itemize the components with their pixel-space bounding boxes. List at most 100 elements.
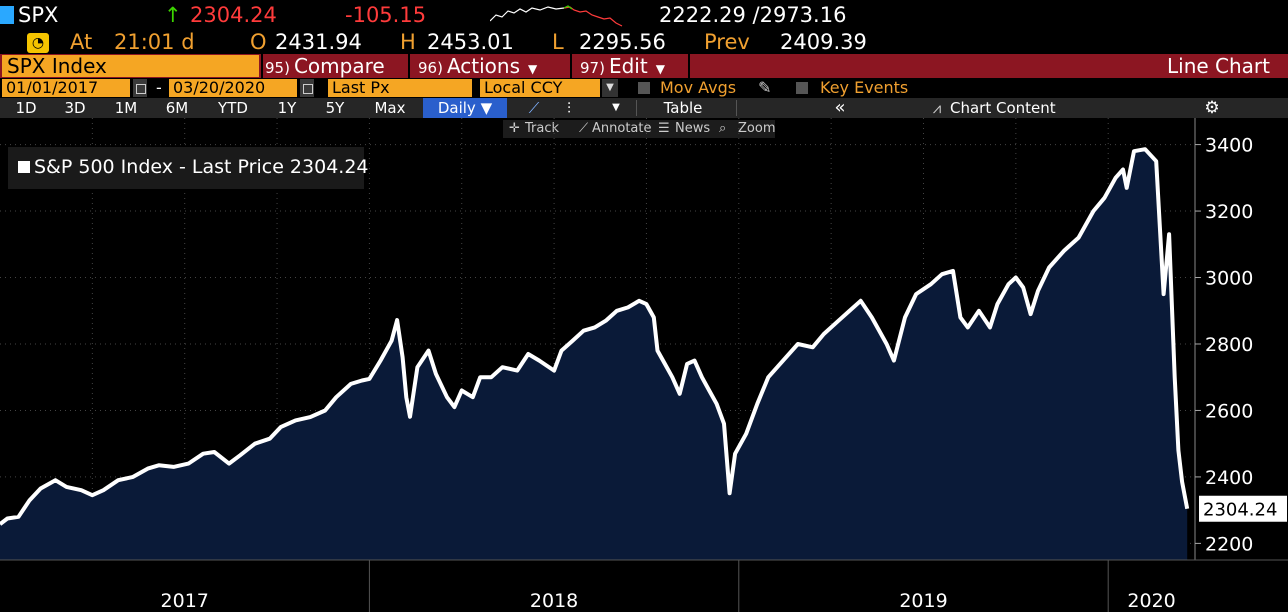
intraday-sparkline (490, 5, 623, 27)
currency-select[interactable]: Local CCY (480, 79, 600, 97)
annotate-button[interactable]: Annotate (592, 121, 652, 136)
price-chart[interactable]: 2200 2400 2600 2800 3000 3200 3400 2304.24 2017… (0, 118, 1288, 612)
track-icon[interactable]: ✛ (509, 121, 520, 136)
open-label: O (250, 30, 267, 54)
y-tick-label: 2600 (1205, 400, 1253, 422)
y-tick-label: 3000 (1205, 268, 1253, 290)
high-label: H (400, 30, 416, 54)
actions-dropdown-icon: ▼ (528, 62, 538, 76)
key-events-checkbox[interactable] (796, 82, 808, 94)
chart-type-label: Line Chart (1167, 54, 1270, 78)
menu-separator (570, 54, 572, 78)
y-axis: 2200 2400 2600 2800 3000 3200 3400 2304.24 (1194, 118, 1287, 560)
y-tick-label: 3400 (1205, 135, 1253, 157)
period-max-button[interactable]: Max (374, 99, 406, 117)
x-tick-label: 2020 (1127, 590, 1175, 612)
mov-avgs-checkbox[interactable] (638, 82, 650, 94)
open-value: 2431.94 (275, 30, 362, 54)
chart-content-button[interactable]: Chart Content (950, 99, 1056, 117)
legend-swatch (18, 161, 30, 173)
y-tick-label: 2400 (1205, 467, 1253, 489)
chart-style-dropdown-icon[interactable]: ▼ (612, 102, 620, 113)
low-label: L (552, 30, 564, 54)
edit-number: 97) (580, 59, 605, 77)
chart-legend[interactable]: S&P 500 Index - Last Price 2304.24 (8, 147, 369, 189)
high-value: 2453.01 (427, 30, 514, 54)
toolbar-separator (636, 100, 637, 116)
start-date-field[interactable]: 01/01/2017 (2, 79, 130, 97)
actions-menu[interactable]: 96) Actions ▼ (418, 54, 537, 78)
ohlc-row: ◔ At 21:01 d O 2431.94 H 2453.01 L 2295.… (0, 30, 1288, 55)
y-tick-label: 2200 (1205, 533, 1253, 555)
last-value-label: 2304.24 (1203, 500, 1277, 521)
news-button[interactable]: News (675, 121, 711, 136)
period-1m-button[interactable]: 1M (114, 99, 138, 117)
chart-content-icon: ⩘ (932, 99, 942, 117)
day-range: 2222.29 /2973.16 (659, 3, 847, 27)
chart-subtoolbar: ✛ Track ⟋ Annotate ☰ News ⌕ Zoom (503, 120, 775, 138)
menu-bar: SPX Index 95) Compare 96) Actions ▼ 97) Edit… (0, 54, 1288, 78)
edit-label: Edit (608, 54, 648, 78)
line-chart-icon[interactable]: ⟋ (528, 99, 540, 117)
chart-series (0, 147, 1190, 560)
edit-menu[interactable]: 97) Edit ▼ (580, 54, 665, 78)
period-1d-button[interactable]: 1D (15, 99, 37, 117)
legend-label: S&P 500 Index - Last Price 2304.24 (34, 156, 369, 178)
quote-header: SPX ↑ 2304.24 -105.15 2222.29 /2973.16 (0, 0, 1288, 30)
compare-number: 95) (265, 59, 290, 77)
net-change: -105.15 (345, 3, 427, 27)
series-line (0, 147, 1190, 526)
track-button[interactable]: Track (525, 121, 560, 136)
toolbar-separator (736, 100, 737, 116)
table-button[interactable]: Table (663, 99, 703, 117)
gear-icon[interactable]: ⚙ (1204, 98, 1220, 118)
last-value-box (1199, 495, 1287, 522)
candle-chart-icon[interactable]: ⫶ (567, 99, 571, 117)
x-tick-label: 2017 (161, 590, 209, 612)
security-field[interactable]: SPX Index (2, 55, 259, 77)
at-label: At (70, 30, 93, 54)
last-price: 2304.24 (190, 3, 277, 27)
compare-menu[interactable]: 95) Compare (265, 54, 385, 78)
gauge-icon[interactable]: ◔ (27, 33, 49, 53)
menu-separator (688, 54, 690, 78)
period-ytd-button[interactable]: YTD (218, 99, 248, 117)
prev-value: 2409.39 (780, 30, 867, 54)
field-select[interactable]: Last Px (328, 79, 472, 97)
zoom-button[interactable]: Zoom (738, 121, 776, 136)
calendar-icon[interactable] (300, 79, 314, 97)
date-separator: - (156, 78, 162, 97)
security-tab-marker (0, 6, 14, 24)
zoom-icon[interactable]: ⌕ (719, 121, 727, 136)
pencil-icon[interactable]: ✎ (758, 78, 772, 97)
menu-separator (261, 54, 263, 78)
period-6m-button[interactable]: 6M (165, 99, 189, 117)
prev-label: Prev (704, 30, 750, 54)
series-area (0, 149, 1188, 560)
up-arrow-icon: ↑ (164, 3, 182, 27)
period-1y-button[interactable]: 1Y (277, 99, 297, 117)
frequency-select[interactable]: Daily ▼ (423, 98, 507, 118)
end-date-field[interactable]: 03/20/2020 (169, 79, 297, 97)
period-5y-button[interactable]: 5Y (325, 99, 345, 117)
calendar-icon[interactable] (133, 79, 147, 97)
actions-number: 96) (418, 59, 443, 77)
x-axis: 2017 2018 2019 2020 (0, 559, 1288, 612)
key-events-label[interactable]: Key Events (820, 78, 909, 97)
annotate-icon[interactable]: ⟋ (579, 121, 589, 136)
quote-time: 21:01 d (114, 30, 195, 54)
x-tick-label: 2019 (899, 590, 947, 612)
currency-dropdown-icon[interactable]: ▼ (602, 79, 618, 97)
mov-avgs-label[interactable]: Mov Avgs (660, 78, 737, 97)
actions-label: Actions (446, 54, 521, 78)
x-tick-label: 2018 (530, 590, 578, 612)
news-icon[interactable]: ☰ (658, 121, 670, 136)
edit-dropdown-icon: ▼ (655, 62, 665, 76)
y-tick-label: 3200 (1205, 201, 1253, 223)
compare-label: Compare (293, 54, 385, 78)
collapse-button[interactable]: « (834, 97, 846, 118)
y-tick-label: 2800 (1205, 334, 1253, 356)
period-3d-button[interactable]: 3D (64, 99, 86, 117)
low-value: 2295.56 (579, 30, 666, 54)
date-range-row: 01/01/2017 - 03/20/2020 Last Px Local CC… (0, 78, 1288, 98)
